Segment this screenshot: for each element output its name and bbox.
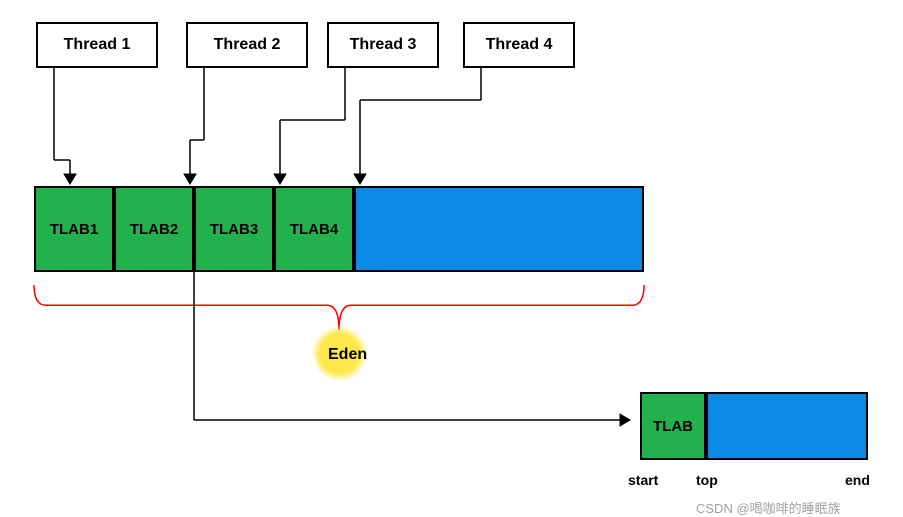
brace-label: Eden <box>328 346 367 364</box>
detail-label-end: end <box>845 472 870 488</box>
detail-label-top: top <box>696 472 718 488</box>
tlab-block-1: TLAB1 <box>34 186 114 272</box>
detail-tlab-block: TLAB <box>640 392 706 460</box>
watermark: CSDN @喝咖啡的睡眠族 <box>696 498 841 517</box>
thread-box-1: Thread 1 <box>36 22 158 68</box>
eden-free-block <box>354 186 644 272</box>
detail-free-block <box>706 392 868 460</box>
thread-box-2: Thread 2 <box>186 22 308 68</box>
thread-box-3: Thread 3 <box>327 22 439 68</box>
detail-label-start: start <box>628 472 658 488</box>
tlab-block-2: TLAB2 <box>114 186 194 272</box>
tlab-block-3: TLAB3 <box>194 186 274 272</box>
tlab-block-4: TLAB4 <box>274 186 354 272</box>
thread-box-4: Thread 4 <box>463 22 575 68</box>
